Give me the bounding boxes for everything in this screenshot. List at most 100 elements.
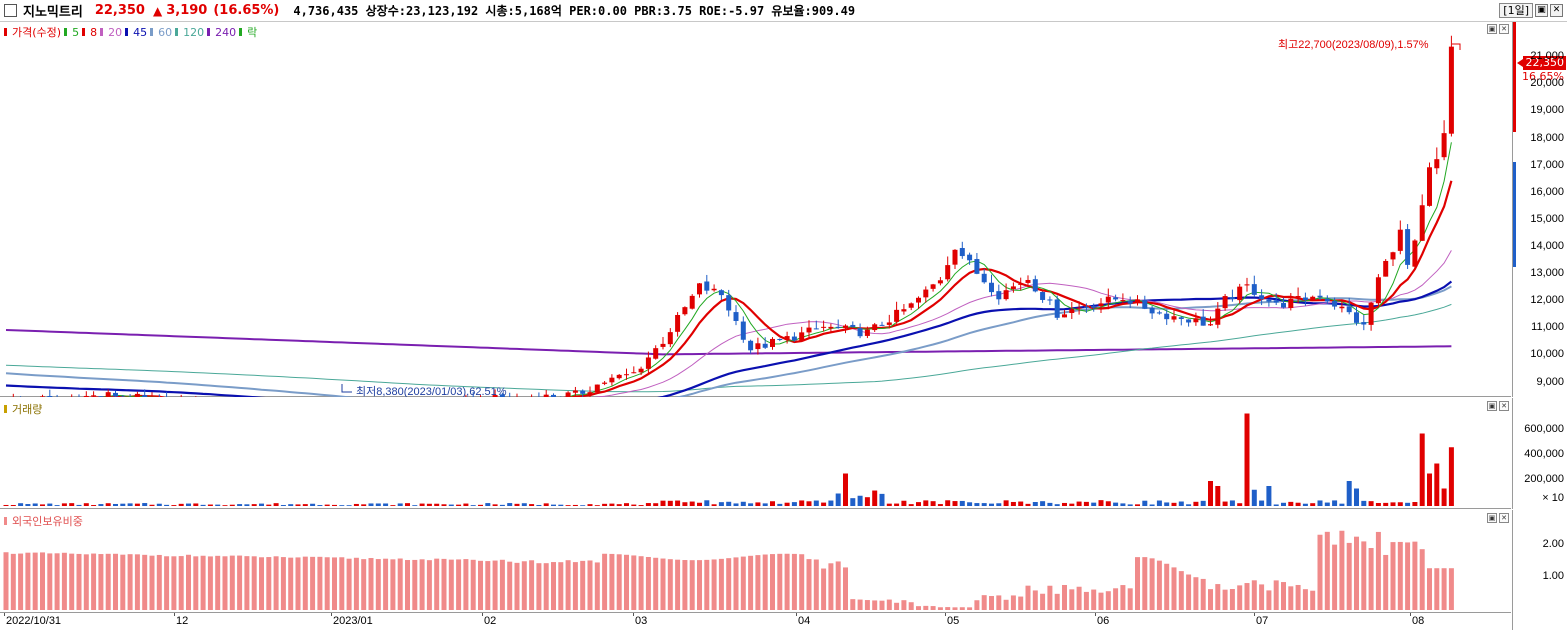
- close-panel-icon[interactable]: ✕: [1499, 24, 1509, 34]
- candle-body: [682, 307, 688, 315]
- maximize-panel-icon[interactable]: ▣: [1487, 513, 1497, 523]
- candle-body: [1361, 322, 1367, 325]
- volume-bar: [959, 500, 965, 506]
- volume-y-tick: 200,000: [1524, 473, 1564, 485]
- foreign-ratio-bar: [1419, 549, 1425, 610]
- foreign-ratio-bar: [1346, 542, 1352, 610]
- foreign-ratio-bar: [631, 555, 637, 610]
- volume-bar: [215, 504, 221, 506]
- candle-body: [755, 343, 761, 350]
- maximize-panel-icon[interactable]: ▣: [1487, 401, 1497, 411]
- candle-body: [821, 326, 827, 328]
- volume-bar: [266, 504, 272, 506]
- foreign-ratio-bar: [558, 562, 564, 610]
- restore-icon[interactable]: ▣: [1535, 4, 1548, 17]
- volume-bar: [186, 503, 191, 506]
- legend-marker-icon: [4, 517, 7, 525]
- foreign-ratio-bar: [1047, 585, 1053, 610]
- candle-body: [645, 357, 651, 369]
- foreign-ratio-bar: [572, 562, 578, 610]
- foreign-ratio-bar: [1098, 592, 1104, 610]
- foreign-ratio-bar: [689, 560, 695, 610]
- price-chart[interactable]: 최고22,700(2023/08/09),1.57% 최저8,380(2023/0…: [0, 22, 1511, 397]
- foreign-ratio-bar: [1010, 595, 1016, 610]
- volume-bar: [1383, 502, 1389, 506]
- candle-body: [850, 324, 856, 327]
- volume-bar: [18, 503, 24, 506]
- price-y-tick: 10,000: [1530, 348, 1564, 361]
- candle-body: [1164, 313, 1170, 320]
- volume-bar: [835, 493, 841, 506]
- foreign-ratio-bar: [1025, 585, 1031, 610]
- current-pct-tag: 16.65%: [1522, 70, 1564, 83]
- foreign-ratio-bar: [1164, 563, 1170, 610]
- volume-bar: [1368, 501, 1374, 506]
- foreign-ratio-bar: [937, 607, 943, 610]
- foreign-ratio-bar: [894, 602, 900, 610]
- foreign-ratio-bar: [1237, 585, 1243, 610]
- volume-bar: [864, 497, 870, 506]
- high-arrow-icon: [1452, 43, 1461, 50]
- volume-bar: [733, 503, 739, 506]
- maximize-panel-icon[interactable]: ▣: [1487, 24, 1497, 34]
- foreign-ratio-bar: [244, 556, 250, 610]
- price-y-tick: 18,000: [1530, 131, 1564, 144]
- close-panel-icon[interactable]: ✕: [1499, 401, 1509, 411]
- price-y-tick: 14,000: [1530, 240, 1564, 253]
- volume-panel[interactable]: 거래량 ▣ ✕: [0, 398, 1511, 509]
- price-y-tick: 13,000: [1530, 267, 1564, 280]
- foreign-ratio-panel[interactable]: 외국인보유비중 ▣ ✕: [0, 510, 1511, 612]
- volume-bar: [821, 502, 827, 506]
- checkbox-icon[interactable]: [4, 4, 17, 17]
- foreign-ratio-bar: [149, 555, 155, 610]
- volume-bar: [1361, 500, 1367, 506]
- volume-bar: [631, 504, 637, 506]
- period-selector[interactable]: [1일]: [1499, 3, 1533, 18]
- volume-bar: [120, 503, 126, 506]
- foreign-ratio-bar: [602, 553, 608, 610]
- volume-bar: [324, 504, 330, 506]
- foreign-ratio-bar: [609, 553, 615, 610]
- volume-bar: [98, 504, 104, 506]
- volume-bar: [1412, 502, 1418, 506]
- foreign-ratio-bar: [901, 600, 907, 610]
- price-y-tick: 17,000: [1530, 158, 1564, 171]
- foreign-ratio-bar: [1441, 568, 1447, 610]
- foreign-ratio-bar: [1324, 531, 1330, 610]
- volume-chart[interactable]: [0, 398, 1511, 509]
- foreign-ratio-chart[interactable]: [0, 510, 1511, 612]
- volume-bar: [1346, 481, 1352, 506]
- x-tick: 03: [635, 615, 648, 627]
- candle-body: [1040, 292, 1046, 300]
- foreign-ratio-bar: [18, 553, 24, 610]
- close-icon[interactable]: ✕: [1550, 4, 1563, 17]
- volume-bar: [448, 504, 454, 506]
- candle-body: [1259, 295, 1265, 300]
- candle-body: [748, 340, 754, 351]
- volume-bar: [127, 503, 133, 506]
- candle-body: [660, 343, 666, 347]
- foreign-ratio-bar: [624, 554, 629, 610]
- candle-body: [1083, 306, 1089, 308]
- candle-body: [1332, 300, 1338, 307]
- candle-body: [784, 336, 790, 340]
- candle-body: [134, 393, 140, 397]
- current-price: 22,350: [94, 3, 145, 18]
- foreign-ratio-bar: [507, 561, 513, 610]
- foreign-ratio-bar: [463, 559, 469, 610]
- price-panel[interactable]: 가격(수정) 5 8 20 45 60 120 240 락 ▣ ✕ 최고22,7…: [0, 22, 1511, 397]
- close-panel-icon[interactable]: ✕: [1499, 513, 1509, 523]
- foreign-ratio-bar: [1434, 568, 1440, 610]
- foreign-ratio-bar: [1405, 542, 1411, 610]
- x-tick: 12: [176, 615, 189, 627]
- foreign-ratio-bar: [1229, 589, 1235, 610]
- candle-body: [40, 396, 45, 397]
- volume-bar: [974, 503, 980, 506]
- foreign-ratio-bar: [186, 554, 191, 610]
- foreign-ratio-bar: [514, 562, 520, 610]
- foreign-ratio-bar: [1076, 586, 1082, 610]
- foreign-ratio-bar: [521, 561, 527, 610]
- candle-body: [1375, 277, 1381, 304]
- volume-bar: [551, 504, 556, 506]
- volume-bar: [1237, 503, 1243, 506]
